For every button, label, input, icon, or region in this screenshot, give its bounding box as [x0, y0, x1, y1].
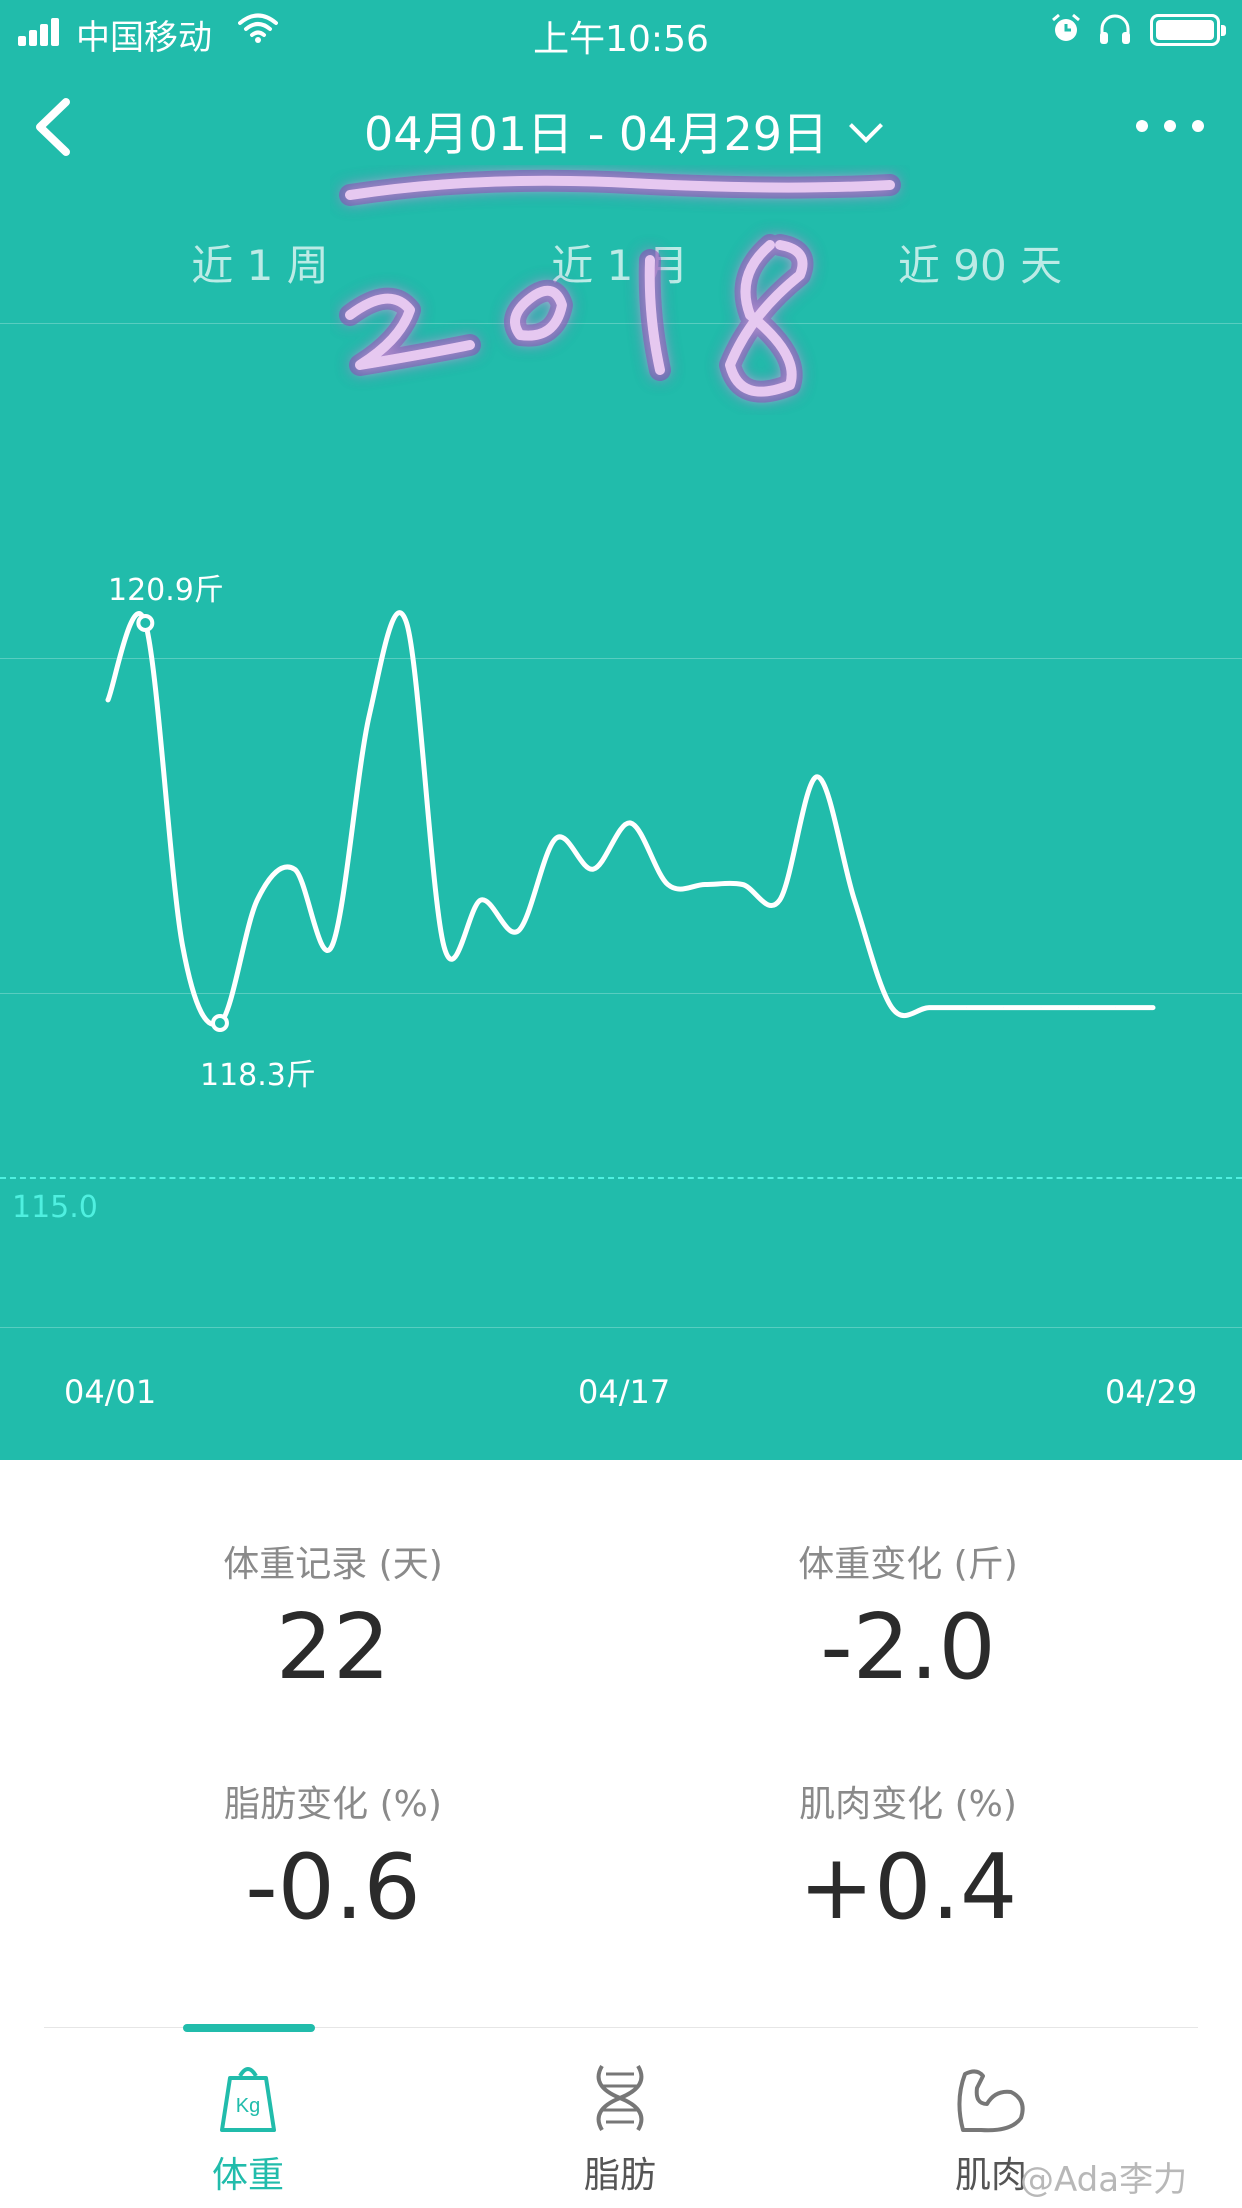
stat-value: -0.6	[245, 1835, 421, 1940]
watermark-text: @Ada李力	[1020, 2160, 1188, 2200]
gridline	[0, 993, 1242, 994]
weight-line-chart	[105, 610, 1156, 1032]
stat-label: 脂肪变化 (%)	[224, 1784, 442, 1825]
cellular-signal-icon	[18, 16, 68, 46]
date-range-selector[interactable]: 04月01日 - 04月29日	[0, 98, 1242, 164]
more-options-button[interactable]	[1136, 112, 1206, 138]
stat-weight-days: 体重记录 (天) 22	[133, 1535, 533, 1700]
x-tick-label: 04/17	[578, 1373, 671, 1411]
muscle-arm-icon	[957, 2069, 1025, 2133]
weight-series-line	[105, 610, 1156, 1028]
stat-weight-change: 体重变化 (斤) -2.0	[708, 1535, 1108, 1700]
min-value-label: 118.3斤	[200, 1058, 316, 1093]
x-tick-label: 04/01	[64, 1373, 157, 1411]
svg-text:Kg: Kg	[236, 2095, 260, 2117]
x-tick-label: 04/29	[1105, 1373, 1198, 1411]
gridline	[0, 658, 1242, 659]
carrier-name: 中国移动	[76, 18, 212, 58]
nav-label: 脂肪	[583, 2155, 656, 2196]
stat-value: +0.4	[798, 1835, 1018, 1940]
header-chart-panel: 中国移动 上午10:56 04月01日 - 04月29日 近 1 周 近 1 月…	[0, 0, 1242, 1460]
nav-label: 肌肉	[954, 2155, 1027, 2196]
stat-label: 体重记录 (天)	[223, 1544, 443, 1585]
status-time: 上午10:56	[533, 19, 709, 60]
nav-tab-muscle[interactable]: 肌肉	[891, 2060, 1091, 2198]
dna-icon	[596, 2064, 644, 2132]
nav-tab-weight[interactable]: Kg 体重	[148, 2060, 348, 2198]
gridline	[0, 1327, 1242, 1328]
max-point	[136, 614, 155, 632]
scale-kg-icon: Kg	[220, 2067, 276, 2132]
reference-value-label: 115.0	[12, 1190, 98, 1225]
nav-tab-fat[interactable]: 脂肪	[520, 2060, 720, 2198]
min-point	[210, 1014, 229, 1032]
stat-muscle-change: 肌肉变化 (%) +0.4	[708, 1775, 1108, 1940]
wifi-icon	[238, 13, 278, 43]
stat-label: 肌肉变化 (%)	[799, 1784, 1017, 1825]
max-value-label: 120.9斤	[108, 573, 224, 608]
date-range-label: 04月01日 - 04月29日	[364, 107, 828, 161]
stat-fat-change: 脂肪变化 (%) -0.6	[133, 1775, 533, 1940]
nav-label: 体重	[211, 2155, 284, 2196]
headphones-icon	[1100, 14, 1130, 44]
nav-divider	[44, 2027, 1198, 2028]
gridline	[0, 323, 1242, 324]
stat-value: 22	[275, 1595, 391, 1700]
stat-value: -2.0	[820, 1595, 996, 1700]
reference-line	[0, 1177, 1242, 1179]
stat-label: 体重变化 (斤)	[798, 1544, 1018, 1585]
range-tab-week[interactable]: 近 1 周	[191, 241, 329, 290]
alarm-clock-icon	[1052, 13, 1080, 41]
back-button[interactable]	[24, 92, 84, 162]
active-tab-indicator	[183, 2024, 315, 2032]
status-bar: 中国移动 上午10:56	[0, 0, 1242, 62]
range-tab-90days[interactable]: 近 90 天	[897, 241, 1063, 290]
battery-icon	[1150, 14, 1226, 46]
